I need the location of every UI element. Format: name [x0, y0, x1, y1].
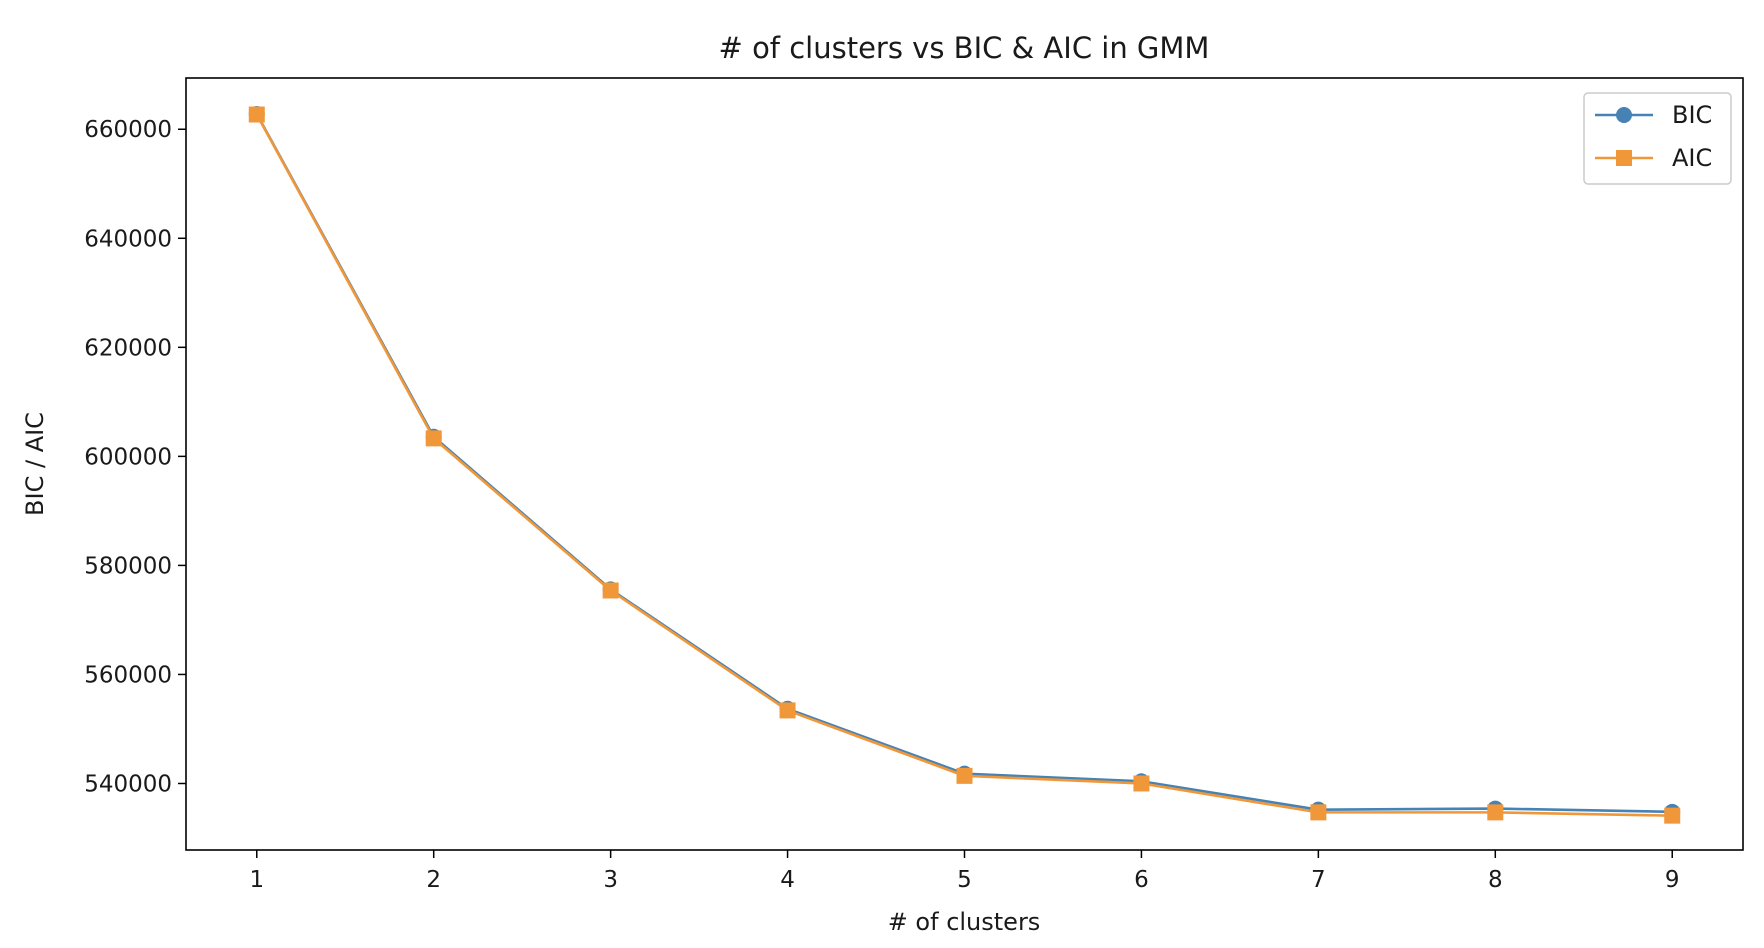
y-tick-label: 580000	[84, 553, 172, 579]
data-point-aic	[1664, 807, 1681, 824]
x-tick-label: 7	[1311, 867, 1326, 893]
legend-aic-label: AIC	[1672, 144, 1712, 172]
y-tick-label: 620000	[84, 335, 172, 361]
data-point-aic	[779, 702, 796, 719]
data-point-aic	[1133, 775, 1150, 792]
data-point-aic	[1487, 804, 1504, 821]
x-tick-label: 8	[1488, 867, 1503, 893]
y-tick-label: 600000	[84, 444, 172, 470]
y-axis-ticks: 540000 560000 580000 600000 620000 640000 6600…	[84, 117, 186, 797]
y-tick-label: 640000	[84, 226, 172, 252]
legend: BIC AIC	[1583, 92, 1732, 185]
x-tick-label: 9	[1665, 867, 1680, 893]
legend-bic-marker	[1616, 107, 1632, 123]
x-tick-label: 1	[249, 867, 264, 893]
x-tick-label: 3	[603, 867, 618, 893]
y-tick-label: 540000	[84, 771, 172, 797]
data-point-aic	[956, 767, 973, 784]
x-tick-label: 5	[957, 867, 972, 893]
x-axis-label: # of clusters	[888, 908, 1041, 936]
data-point-aic	[602, 582, 619, 599]
y-tick-label: 660000	[84, 117, 172, 143]
y-axis-label: BIC / AIC	[21, 412, 49, 516]
x-tick-label: 6	[1134, 867, 1149, 893]
x-tick-label: 2	[426, 867, 441, 893]
legend-bic-label: BIC	[1672, 101, 1712, 129]
legend-aic-marker	[1616, 150, 1632, 166]
data-point-aic	[1310, 804, 1327, 821]
chart-title: # of clusters vs BIC & AIC in GMM	[719, 31, 1210, 65]
data-point-aic	[425, 430, 442, 447]
x-tick-label: 4	[780, 867, 795, 893]
y-tick-label: 560000	[84, 662, 172, 688]
data-point-aic	[248, 106, 265, 123]
series-layer	[248, 105, 1681, 824]
x-axis-ticks: 1 2 3 4 5 6 7 8 9	[249, 850, 1680, 893]
